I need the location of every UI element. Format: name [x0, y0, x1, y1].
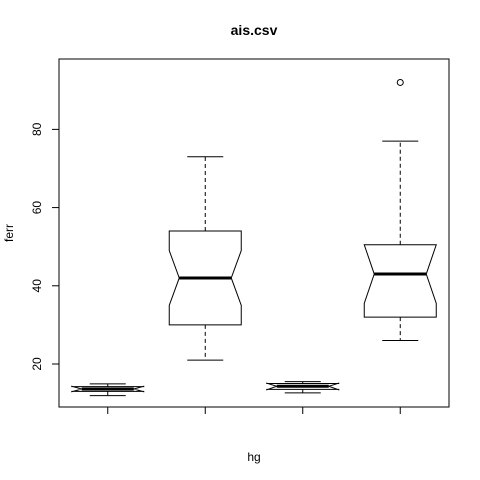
outlier-point: [396, 78, 404, 86]
box-body: [363, 244, 437, 318]
box-body: [168, 230, 242, 326]
y-tick-label: 20: [30, 357, 44, 371]
box-body: [71, 385, 145, 393]
box-2: [168, 156, 242, 361]
box-4: [363, 78, 437, 342]
y-tick-label: 80: [30, 122, 44, 136]
box-1: [71, 383, 145, 397]
y-axis: 20 40 60 80: [30, 122, 60, 371]
chart-title: ais.csv: [231, 22, 278, 38]
box-series: [71, 78, 437, 397]
y-axis-label: ferr: [2, 224, 16, 242]
box-body: [266, 382, 340, 391]
x-axis: [107, 406, 401, 414]
y-tick-label: 60: [30, 201, 44, 215]
plot-frame: [58, 58, 450, 408]
box-3: [266, 381, 340, 394]
y-tick-label: 40: [30, 279, 44, 293]
x-axis-label: hg: [247, 450, 260, 464]
